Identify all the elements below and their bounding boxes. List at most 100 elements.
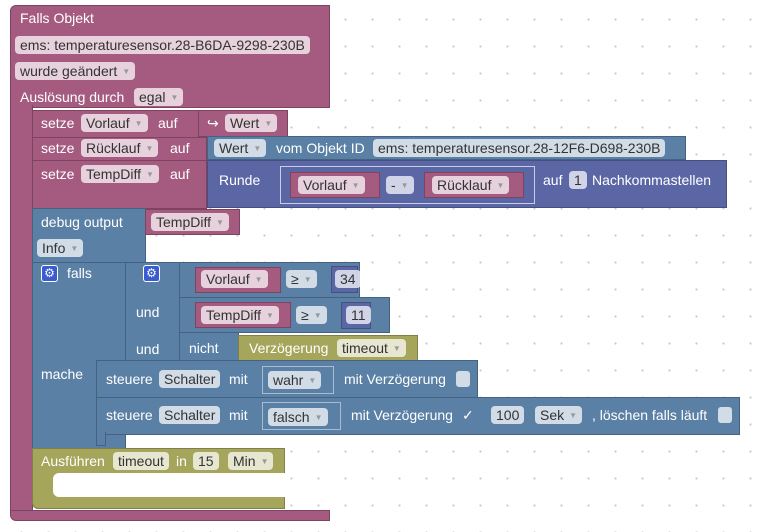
var-dropdown[interactable]: TempDiff ▼ <box>201 306 279 324</box>
operator-dropdown[interactable]: ≥ ▼ <box>296 306 327 324</box>
timeout-label: Ausführen <box>41 453 105 469</box>
auf-label: auf <box>170 140 190 156</box>
chevron-down-icon: ▼ <box>70 244 79 253</box>
chevron-down-icon: ▼ <box>254 275 263 284</box>
timeout-statement-slot[interactable] <box>53 473 286 497</box>
timeout-name: timeout <box>342 340 388 356</box>
chevron-down-icon: ▼ <box>122 67 131 76</box>
debug-output-block[interactable] <box>32 208 146 263</box>
var-dropdown[interactable]: TempDiff ▼ <box>151 213 229 231</box>
timeout-value-input[interactable]: 15 <box>193 452 219 470</box>
log-level-dropdown[interactable]: Info ▼ <box>37 239 84 257</box>
in-label: in <box>176 453 187 469</box>
chevron-down-icon: ▼ <box>569 411 578 420</box>
var-dropdown[interactable]: Vorlauf ▼ <box>298 176 365 194</box>
return-arrow-icon: ↪ <box>207 115 219 131</box>
delay-label: mit Verzögerung <box>351 407 453 423</box>
operator-value: - <box>391 177 396 193</box>
debug-label: debug output <box>41 214 123 230</box>
then-label: mache <box>41 366 84 382</box>
decimals-label: Nachkommastellen <box>592 172 712 188</box>
not-label: nicht <box>189 340 219 356</box>
var-name: Rücklauf <box>437 177 492 193</box>
with-label: mit <box>229 371 248 387</box>
decimals-input[interactable]: 1 <box>569 171 587 189</box>
wert-dropdown[interactable]: Wert ▼ <box>214 139 267 157</box>
object-id-field[interactable]: ems: temperaturesensor.28-B6DA-9298-230B <box>15 36 310 54</box>
set-label: setze <box>41 140 75 156</box>
trigger-dropdown[interactable]: egal ▼ <box>134 88 184 106</box>
number-input[interactable]: 34 <box>335 270 361 288</box>
number-input[interactable]: 11 <box>346 306 371 324</box>
var-name: TempDiff <box>206 307 261 323</box>
timeout-name-field[interactable]: timeout <box>113 452 169 470</box>
chevron-down-icon: ▼ <box>308 376 317 385</box>
chevron-down-icon: ▼ <box>351 181 360 190</box>
auf-label: auf <box>543 172 563 188</box>
var-name: Vorlauf <box>206 271 250 287</box>
unit-value: Min <box>233 453 256 469</box>
control-label: steuere <box>106 407 153 423</box>
of-object-label: vom Objekt ID <box>276 140 365 156</box>
clear-running-checkbox[interactable] <box>718 407 732 423</box>
chevron-down-icon: ▼ <box>264 119 273 128</box>
var-dropdown[interactable]: Rücklauf ▼ <box>81 139 159 157</box>
value-dropdown[interactable]: falsch ▼ <box>268 408 328 426</box>
round-label: Runde <box>219 172 261 188</box>
operator-dropdown[interactable]: ≥ ▼ <box>286 270 317 288</box>
var-name: Vorlauf <box>86 115 130 131</box>
operator-value: ≥ <box>291 271 299 287</box>
chevron-down-icon: ▼ <box>170 93 179 102</box>
object-field[interactable]: Schalter <box>159 370 221 388</box>
chevron-down-icon: ▼ <box>313 311 322 320</box>
event-dropdown[interactable]: wurde geändert ▼ <box>15 62 136 80</box>
trigger-label: Auslösung durch <box>20 89 125 105</box>
set-label: setze <box>41 166 75 182</box>
gear-icon[interactable]: ⚙ <box>143 265 160 282</box>
if-label: falls <box>67 265 92 281</box>
delay-label: mit Verzögerung <box>344 371 446 387</box>
control-block-foot <box>96 432 106 446</box>
chevron-down-icon: ▼ <box>134 119 143 128</box>
trigger-block-stem <box>10 105 33 513</box>
delay-checkbox[interactable] <box>456 371 470 387</box>
chevron-down-icon: ▼ <box>253 144 262 153</box>
delay-checkbox-checked[interactable]: ✓ <box>462 407 474 423</box>
chevron-down-icon: ▼ <box>496 181 505 190</box>
auf-label: auf <box>158 115 178 131</box>
var-name: Vorlauf <box>303 177 347 193</box>
operator-value: ≥ <box>301 307 309 323</box>
operator-dropdown[interactable]: - ▼ <box>386 176 414 194</box>
and-label: und <box>136 304 160 320</box>
with-label: mit <box>229 407 248 423</box>
var-dropdown[interactable]: Vorlauf ▼ <box>81 114 148 132</box>
chevron-down-icon: ▼ <box>400 181 409 190</box>
object-field[interactable]: Schalter <box>159 406 221 424</box>
and-label: und <box>136 341 160 357</box>
timeout-dropdown[interactable]: timeout ▼ <box>337 339 406 357</box>
chevron-down-icon: ▼ <box>260 457 269 466</box>
unit-value: Sek <box>540 407 565 423</box>
chevron-down-icon: ▼ <box>392 344 401 353</box>
log-level-value: Info <box>42 240 66 256</box>
var-dropdown[interactable]: Rücklauf ▼ <box>432 176 510 194</box>
delay-input[interactable]: 100 <box>491 406 525 424</box>
gear-icon[interactable]: ⚙ <box>41 265 58 282</box>
trigger-value: egal <box>139 89 166 105</box>
var-name: TempDiff <box>86 166 141 182</box>
chevron-down-icon: ▼ <box>215 218 224 227</box>
wert-value: Wert <box>230 115 260 131</box>
value-dropdown[interactable]: wahr ▼ <box>268 371 322 389</box>
chevron-down-icon: ▼ <box>303 275 312 284</box>
timeout-unit-dropdown[interactable]: Min ▼ <box>228 452 274 470</box>
var-dropdown[interactable]: Vorlauf ▼ <box>201 270 268 288</box>
clear-label: , löschen falls läuft <box>592 407 708 423</box>
chevron-down-icon: ▼ <box>145 144 154 153</box>
var-dropdown[interactable]: TempDiff ▼ <box>81 165 159 183</box>
chevron-down-icon: ▼ <box>314 413 323 422</box>
unit-dropdown[interactable]: Sek ▼ <box>535 406 583 424</box>
event-value: wurde geändert <box>20 63 118 79</box>
wert-dropdown[interactable]: Wert ▼ <box>225 114 278 132</box>
object-id-field[interactable]: ems: temperaturesensor.28-12F6-D698-230B <box>373 139 666 157</box>
